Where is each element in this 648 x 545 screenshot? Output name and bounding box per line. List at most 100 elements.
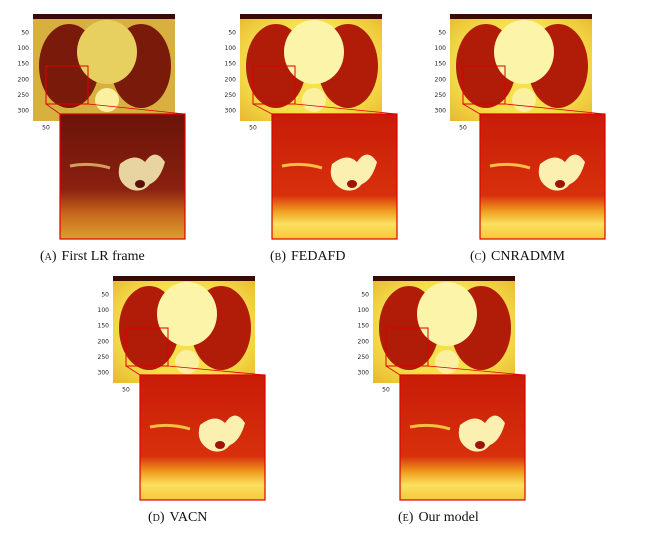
caption-label: (b) (270, 249, 286, 264)
panel: 50 100 150 200 250 300 50 (d) VACN (98, 276, 266, 525)
spine (435, 350, 459, 374)
zoom-vessel (409, 423, 451, 431)
y-tick-label: 200 (358, 338, 370, 345)
image-top-band (373, 276, 515, 281)
connector (167, 365, 266, 376)
zoom-structure (458, 415, 505, 452)
connector (427, 365, 526, 376)
y-tick-label: 150 (98, 323, 110, 330)
y-tick-label: 50 (21, 30, 29, 37)
x-tick-label: 50 (382, 387, 390, 394)
y-tick-label: 300 (18, 108, 30, 115)
y-tick-label: 100 (358, 307, 370, 314)
connector (385, 365, 401, 376)
caption-text: VACN (170, 510, 208, 525)
y-tick-label: 300 (98, 370, 110, 377)
zoom-dot (215, 441, 225, 449)
y-tick-label: 250 (435, 92, 447, 99)
panel: 50 100 150 200 250 300 50 (e) Our model (358, 276, 526, 525)
caption-label: (c) (470, 249, 486, 264)
spine (512, 88, 536, 112)
caption-text: Our model (418, 510, 478, 525)
zoom-structure (330, 154, 377, 191)
image-top-band (113, 276, 255, 281)
y-tick-label: 200 (435, 76, 447, 83)
spine (175, 350, 199, 374)
y-tick-label: 200 (98, 338, 110, 345)
y-tick-label: 150 (358, 323, 370, 330)
heart (494, 20, 554, 84)
y-tick-label: 300 (225, 108, 237, 115)
caption-text: First LR frame (62, 249, 145, 264)
connector (125, 365, 141, 376)
caption-label: (e) (398, 510, 414, 525)
zoom-vessel (281, 162, 323, 170)
connector (252, 103, 273, 115)
connector (45, 103, 61, 115)
heart (157, 282, 217, 346)
x-tick-label: 50 (122, 387, 130, 394)
zoom-structure (118, 154, 165, 191)
y-tick-label: 200 (18, 76, 30, 83)
x-tick-label: 50 (459, 125, 467, 132)
caption-label: (a) (40, 249, 57, 264)
zoom-region (462, 65, 506, 105)
zoom-dot (347, 180, 357, 188)
panel: 50 100 150 200 250 300 50 (a) First LR frame (18, 14, 186, 264)
y-tick-label: 150 (18, 61, 30, 68)
zoom-region (385, 327, 429, 367)
y-tick-label: 50 (101, 292, 109, 299)
zoom-vessel (69, 162, 111, 170)
y-tick-label: 250 (225, 92, 237, 99)
y-tick-label: 250 (98, 354, 110, 361)
y-tick-label: 50 (228, 30, 236, 37)
y-tick-label: 100 (98, 307, 110, 314)
y-tick-label: 50 (361, 292, 369, 299)
zoom-region (125, 327, 169, 367)
zoom-region (45, 65, 89, 105)
image-top-band (450, 14, 592, 19)
panel: 50 100 150 200 250 300 50 (b) FEDAFD (225, 14, 398, 264)
y-tick-label: 100 (225, 45, 237, 52)
y-tick-label: 250 (18, 92, 30, 99)
caption: (b) FEDAFD (270, 249, 345, 264)
x-tick-label: 50 (249, 125, 257, 132)
caption-label: (d) (148, 510, 165, 525)
y-tick-label: 200 (225, 76, 237, 83)
connector (294, 103, 398, 115)
zoom-dot (555, 180, 565, 188)
connector (462, 103, 481, 115)
heart (417, 282, 477, 346)
connector (504, 103, 606, 115)
zoom-vessel (149, 423, 191, 431)
zoom-structure (538, 154, 585, 191)
spine (302, 88, 326, 112)
y-tick-label: 100 (18, 45, 30, 52)
y-tick-label: 150 (225, 61, 237, 68)
zoom-dot (135, 180, 145, 188)
y-tick-label: 50 (438, 30, 446, 37)
connector (87, 103, 186, 115)
y-tick-label: 150 (435, 61, 447, 68)
zoom-dot (475, 441, 485, 449)
heart (77, 20, 137, 84)
zoom-region (252, 65, 296, 105)
caption: (a) First LR frame (40, 249, 145, 264)
caption: (d) VACN (148, 510, 207, 525)
y-tick-label: 300 (358, 370, 370, 377)
zoom-structure (198, 415, 245, 452)
panel: 50 100 150 200 250 300 50 (c) CNRADMM (435, 14, 606, 264)
zoom-image (271, 113, 398, 240)
spine (95, 88, 119, 112)
image-top-band (33, 14, 175, 19)
caption: (c) CNRADMM (470, 249, 565, 264)
caption: (e) Our model (398, 510, 479, 525)
y-tick-label: 250 (358, 354, 370, 361)
zoom-vessel (489, 162, 531, 170)
caption-text: FEDAFD (291, 249, 345, 264)
y-tick-label: 300 (435, 108, 447, 115)
heart (284, 20, 344, 84)
y-tick-label: 100 (435, 45, 447, 52)
caption-text: CNRADMM (491, 249, 565, 264)
